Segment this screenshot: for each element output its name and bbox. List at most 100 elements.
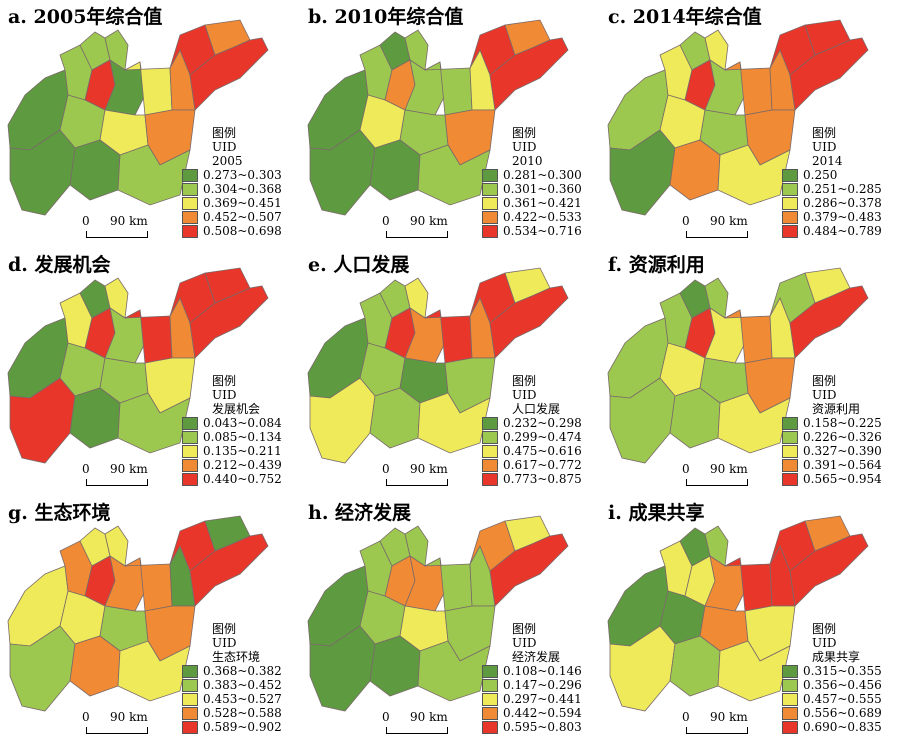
province-map bbox=[7, 515, 269, 712]
legend-entry: 0.690~0.835 bbox=[782, 720, 882, 734]
legend-entry: 0.440~0.752 bbox=[182, 472, 282, 486]
legend-entry: 0.273~0.303 bbox=[182, 168, 282, 182]
legend-range-label: 0.383~0.452 bbox=[203, 678, 282, 692]
scale-bar: 0 90 km bbox=[682, 462, 772, 492]
legend-range-label: 0.250 bbox=[803, 168, 838, 182]
legend-swatch bbox=[482, 168, 498, 182]
scale-bar: 0 90 km bbox=[682, 214, 772, 244]
legend-heading: UID bbox=[212, 140, 237, 154]
legend-entry: 0.135~0.211 bbox=[182, 444, 282, 458]
legend-heading: 图例 bbox=[512, 126, 537, 140]
city-region bbox=[189, 37, 269, 111]
legend-entry: 0.556~0.689 bbox=[782, 706, 882, 720]
legend-swatch bbox=[482, 692, 498, 706]
legend-range-label: 0.379~0.483 bbox=[803, 210, 882, 224]
map-panel: b. 2010年综合值 图例 UID 2010 0.281~0.300 0.301~0.3… bbox=[300, 0, 600, 248]
legend-range-label: 0.453~0.527 bbox=[203, 692, 282, 706]
legend-range-label: 0.391~0.564 bbox=[803, 458, 882, 472]
scale-bar-line bbox=[686, 231, 748, 238]
legend-range-label: 0.304~0.368 bbox=[203, 182, 282, 196]
legend-entry: 0.315~0.355 bbox=[782, 664, 882, 678]
legend-entry: 0.379~0.483 bbox=[782, 210, 882, 224]
panel-title: g. 生态环境 bbox=[8, 502, 111, 524]
scale-bar-line bbox=[86, 231, 148, 238]
legend-range-label: 0.232~0.298 bbox=[503, 416, 582, 430]
legend-swatch bbox=[182, 444, 198, 458]
map-legend: 图例 UID 经济发展 0.108~0.146 0.147~0.296 0.297~0.4… bbox=[482, 622, 582, 734]
city-region bbox=[789, 37, 869, 111]
legend-swatch bbox=[482, 196, 498, 210]
legend-heading: 图例 bbox=[212, 622, 237, 636]
legend-entry: 0.508~0.698 bbox=[182, 224, 282, 238]
province-map bbox=[7, 19, 269, 216]
city-region bbox=[669, 635, 721, 697]
legend-heading: 经济发展 bbox=[512, 650, 561, 664]
city-region bbox=[404, 525, 429, 567]
legend-heading: 2010 bbox=[512, 154, 543, 168]
map-legend: 图例 UID 2010 0.281~0.300 0.301~0.360 0.361~0.4… bbox=[482, 126, 582, 238]
legend-entry: 0.297~0.441 bbox=[482, 692, 582, 706]
province-map bbox=[307, 267, 569, 464]
legend-heading: UID bbox=[512, 636, 537, 650]
city-region bbox=[369, 387, 421, 449]
legend-range-label: 0.773~0.875 bbox=[503, 472, 582, 486]
scale-bar-line bbox=[386, 479, 448, 486]
legend-entry: 0.158~0.225 bbox=[782, 416, 882, 430]
legend-swatch bbox=[182, 196, 198, 210]
scale-bar: 0 90 km bbox=[382, 462, 472, 492]
legend-swatch bbox=[482, 458, 498, 472]
legend-range-label: 0.442~0.594 bbox=[503, 706, 582, 720]
scale-zero-label: 0 bbox=[682, 214, 690, 228]
map-legend: 图例 UID 发展机会 0.043~0.084 0.085~0.134 0.135~0.2… bbox=[182, 374, 282, 486]
legend-swatch bbox=[782, 196, 798, 210]
province-map bbox=[307, 19, 569, 216]
legend-entry: 0.457~0.555 bbox=[782, 692, 882, 706]
map-legend: 图例 UID 2005 0.273~0.303 0.304~0.368 0.369~0.4… bbox=[182, 126, 282, 238]
city-region bbox=[69, 139, 121, 201]
legend-range-label: 0.297~0.441 bbox=[503, 692, 582, 706]
legend-heading: UID bbox=[812, 636, 837, 650]
legend-entry: 0.085~0.134 bbox=[182, 430, 282, 444]
legend-entry: 0.452~0.507 bbox=[182, 210, 282, 224]
scale-distance-label: 90 km bbox=[410, 214, 448, 228]
legend-swatch bbox=[482, 210, 498, 224]
legend-range-label: 0.327~0.390 bbox=[803, 444, 882, 458]
legend-entry: 0.391~0.564 bbox=[782, 458, 882, 472]
legend-range-label: 0.356~0.456 bbox=[803, 678, 882, 692]
legend-range-label: 0.361~0.421 bbox=[503, 196, 582, 210]
legend-swatch bbox=[182, 430, 198, 444]
province-map bbox=[607, 19, 869, 216]
legend-range-label: 0.043~0.084 bbox=[203, 416, 282, 430]
legend-swatch bbox=[482, 664, 498, 678]
city-region bbox=[104, 277, 129, 319]
legend-heading: UID bbox=[512, 140, 537, 154]
legend-entry: 0.108~0.146 bbox=[482, 664, 582, 678]
legend-entry: 0.301~0.360 bbox=[482, 182, 582, 196]
legend-heading: 图例 bbox=[512, 374, 537, 388]
map-panel: h. 经济发展 图例 UID 经济发展 0.108~0.146 0.147~0.296 0.… bbox=[300, 496, 600, 744]
city-region bbox=[404, 29, 429, 71]
legend-entry: 0.484~0.789 bbox=[782, 224, 882, 238]
legend-range-label: 0.273~0.303 bbox=[203, 168, 282, 182]
legend-range-label: 0.226~0.326 bbox=[803, 430, 882, 444]
scale-bar: 0 90 km bbox=[682, 710, 772, 740]
map-panel: i. 成果共享 图例 UID 成果共享 0.315~0.355 0.356~0.456 0.… bbox=[600, 496, 900, 744]
legend-range-label: 0.556~0.689 bbox=[803, 706, 882, 720]
legend-entry: 0.043~0.084 bbox=[182, 416, 282, 430]
scale-zero-label: 0 bbox=[682, 710, 690, 724]
legend-range-label: 0.484~0.789 bbox=[803, 224, 882, 238]
scale-bar-line bbox=[386, 231, 448, 238]
map-legend: 图例 UID 成果共享 0.315~0.355 0.356~0.456 0.457~0.5… bbox=[782, 622, 882, 734]
map-panel: a. 2005年综合值 图例 UID 2005 0.273~0.303 0.304~0.3… bbox=[0, 0, 300, 248]
panel-title: f. 资源利用 bbox=[608, 254, 705, 276]
legend-range-label: 0.369~0.451 bbox=[203, 196, 282, 210]
legend-swatch bbox=[782, 678, 798, 692]
scale-distance-label: 90 km bbox=[710, 462, 748, 476]
legend-entry: 0.475~0.616 bbox=[482, 444, 582, 458]
scale-zero-label: 0 bbox=[382, 214, 390, 228]
legend-range-label: 0.299~0.474 bbox=[503, 430, 582, 444]
legend-entry: 0.356~0.456 bbox=[782, 678, 882, 692]
legend-swatch bbox=[182, 224, 198, 238]
scale-zero-label: 0 bbox=[82, 710, 90, 724]
scale-distance-label: 90 km bbox=[110, 214, 148, 228]
